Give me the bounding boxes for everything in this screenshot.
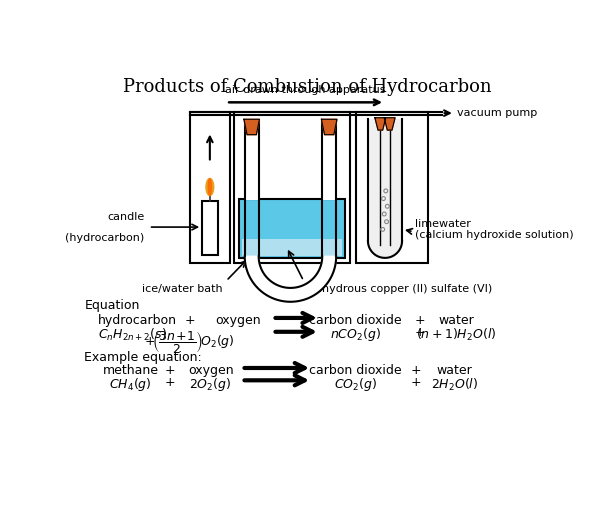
Text: +: + — [410, 377, 421, 389]
Bar — [245, 122, 259, 200]
Text: $C_nH_{2n+2}(s)$: $C_nH_{2n+2}(s)$ — [98, 327, 167, 343]
Text: $CH_4(g)$: $CH_4(g)$ — [109, 377, 152, 394]
Text: Example equation:: Example equation: — [84, 351, 202, 364]
Text: (hydrocarbon): (hydrocarbon) — [65, 233, 145, 243]
Polygon shape — [375, 118, 386, 130]
Text: Equation: Equation — [84, 298, 140, 312]
Polygon shape — [208, 179, 211, 196]
Text: limewater: limewater — [415, 219, 471, 229]
Text: carbon dioxide: carbon dioxide — [309, 364, 402, 377]
Text: +: + — [164, 364, 175, 377]
Text: $+\!\left(\dfrac{3n\!+\!1}{2}\right)\!O_2(g)$: $+\!\left(\dfrac{3n\!+\!1}{2}\right)\!O_… — [145, 329, 235, 355]
Text: water: water — [437, 364, 473, 377]
Bar — [202, 201, 218, 255]
Text: hydrocarbon: hydrocarbon — [98, 314, 177, 327]
Text: vacuum pump: vacuum pump — [457, 108, 538, 118]
Polygon shape — [244, 119, 259, 135]
Text: methane: methane — [103, 364, 159, 377]
Text: carbon dioxide: carbon dioxide — [309, 314, 402, 327]
Bar — [368, 119, 402, 241]
Text: water: water — [439, 314, 474, 327]
Text: ice/water bath: ice/water bath — [142, 284, 222, 294]
Polygon shape — [368, 241, 402, 258]
Text: +: + — [184, 314, 195, 327]
Bar — [239, 198, 345, 258]
Polygon shape — [322, 119, 337, 135]
Text: candle: candle — [107, 212, 145, 222]
Polygon shape — [206, 179, 214, 196]
Text: +: + — [164, 377, 175, 389]
Text: +: + — [415, 314, 425, 327]
Text: anhydrous copper (II) sulfate (VI): anhydrous copper (II) sulfate (VI) — [308, 284, 492, 294]
Text: oxygen: oxygen — [188, 364, 233, 377]
Bar — [356, 112, 428, 262]
Text: Products of Combustion of Hydrocarbon: Products of Combustion of Hydrocarbon — [123, 78, 492, 96]
Text: $(n+1)H_2O(l)$: $(n+1)H_2O(l)$ — [416, 327, 496, 343]
Bar — [242, 239, 341, 256]
Text: $CO_2(g)$: $CO_2(g)$ — [334, 377, 377, 394]
Polygon shape — [384, 118, 395, 130]
Polygon shape — [245, 256, 336, 302]
Text: +: + — [410, 364, 421, 377]
Bar — [322, 122, 336, 200]
Bar — [234, 112, 350, 262]
Text: oxygen: oxygen — [215, 314, 260, 327]
Text: $2O_2(g)$: $2O_2(g)$ — [190, 377, 232, 394]
Text: $2H_2O(l)$: $2H_2O(l)$ — [431, 377, 478, 393]
Text: (calcium hydroxide solution): (calcium hydroxide solution) — [415, 230, 574, 240]
Text: +: + — [415, 327, 425, 339]
Bar — [190, 112, 230, 262]
Text: air drawn through apparatus: air drawn through apparatus — [225, 86, 385, 95]
Text: $nCO_2(g)$: $nCO_2(g)$ — [330, 327, 381, 344]
